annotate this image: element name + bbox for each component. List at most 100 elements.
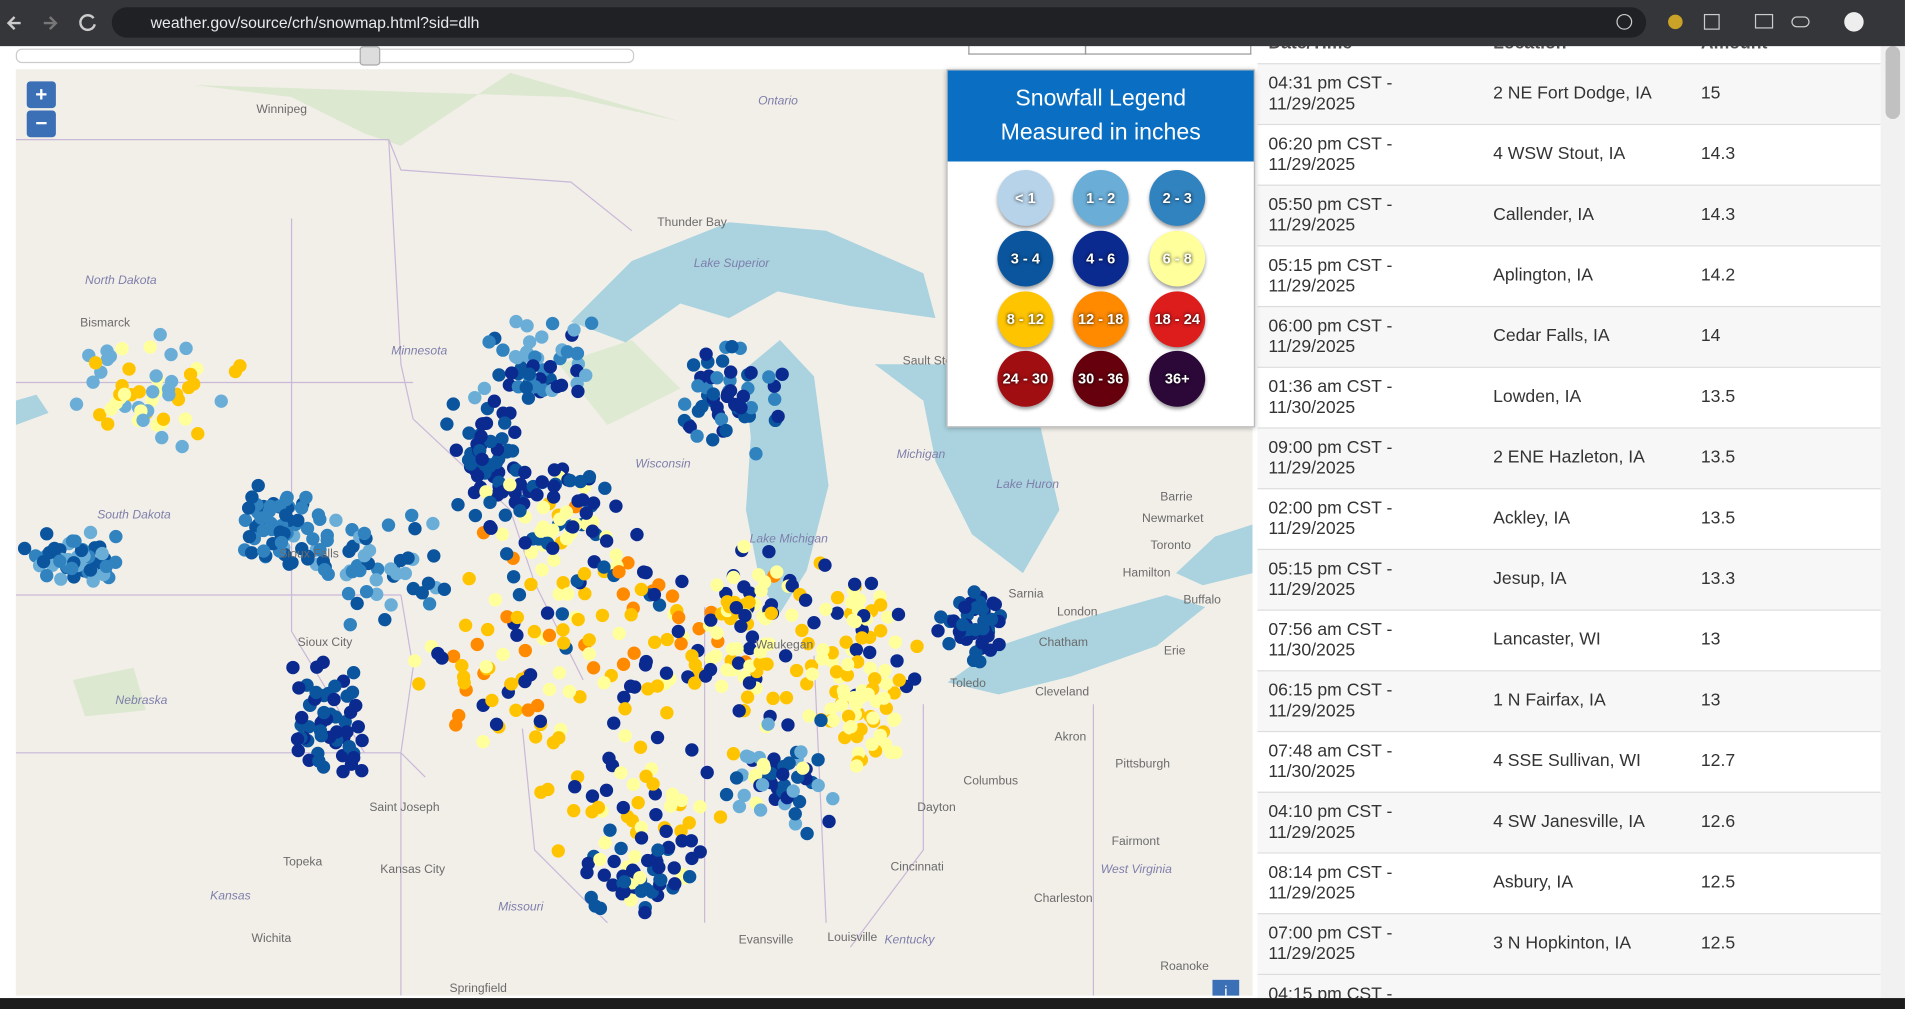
report-dot[interactable] [527, 624, 542, 639]
report-dot[interactable] [104, 402, 118, 416]
table-row[interactable]: 05:15 pm CST -11/29/2025 Jesup, IA 13.3 [1257, 548, 1881, 610]
report-dot[interactable] [863, 661, 877, 675]
button[interactable] [1084, 42, 1252, 55]
report-dot[interactable] [355, 764, 369, 778]
report-dot[interactable] [504, 677, 519, 691]
report-dot[interactable] [724, 365, 738, 379]
report-dot[interactable] [398, 566, 412, 581]
report-dot[interactable] [546, 541, 560, 555]
report-dot[interactable] [788, 807, 802, 821]
report-dot[interactable] [607, 716, 621, 730]
report-dot[interactable] [313, 542, 327, 557]
report-dot[interactable] [700, 765, 714, 780]
report-dot[interactable] [634, 884, 648, 898]
report-dot[interactable] [573, 474, 588, 489]
report-dot[interactable] [562, 684, 577, 699]
report-dot[interactable] [800, 826, 814, 841]
report-dot[interactable] [634, 820, 648, 835]
report-dot[interactable] [675, 574, 689, 589]
report-dot[interactable] [95, 546, 109, 561]
report-dot[interactable] [588, 899, 602, 913]
report-dot[interactable] [775, 367, 789, 381]
report-dot[interactable] [384, 598, 398, 612]
report-dot[interactable] [578, 586, 592, 601]
report-dot[interactable] [510, 351, 524, 365]
report-dot[interactable] [742, 595, 756, 609]
report-dot[interactable] [482, 335, 496, 349]
report-dot[interactable] [840, 657, 855, 672]
report-dot[interactable] [682, 870, 697, 884]
report-dot[interactable] [850, 729, 864, 744]
report-dot[interactable] [665, 589, 680, 603]
report-dot[interactable] [612, 626, 626, 641]
report-dot[interactable] [740, 690, 755, 704]
report-dot[interactable] [343, 617, 357, 632]
report-dot[interactable] [74, 543, 89, 558]
table-row[interactable]: 05:50 pm CST -11/29/2025 Callender, IA 14.… [1257, 184, 1881, 246]
report-dot[interactable] [811, 778, 825, 793]
report-dot[interactable] [976, 622, 990, 636]
report-dot[interactable] [692, 622, 706, 636]
report-dot[interactable] [346, 666, 361, 680]
report-dot[interactable] [771, 409, 785, 424]
report-dot[interactable] [743, 659, 757, 673]
report-dot[interactable] [754, 583, 768, 598]
report-dot[interactable] [710, 626, 724, 640]
report-dot[interactable] [571, 612, 585, 627]
report-dot[interactable] [359, 584, 374, 599]
report-dot[interactable] [328, 679, 342, 693]
report-dot[interactable] [542, 628, 557, 643]
report-dot[interactable] [841, 709, 856, 724]
report-dot[interactable] [796, 761, 810, 775]
report-dot[interactable] [567, 323, 581, 337]
report-dot[interactable] [317, 563, 332, 577]
report-dot[interactable] [556, 636, 571, 650]
report-dot[interactable] [136, 413, 150, 427]
report-dot[interactable] [559, 532, 574, 546]
report-dot[interactable] [671, 624, 685, 639]
report-dot[interactable] [706, 387, 720, 401]
report-dot[interactable] [660, 706, 674, 720]
table-row[interactable]: 06:00 pm CST -11/29/2025 Cedar Falls, IA 1… [1257, 305, 1881, 367]
report-dot[interactable] [878, 663, 892, 678]
report-dot[interactable] [175, 439, 189, 454]
report-dot[interactable] [672, 610, 686, 625]
report-dot[interactable] [519, 380, 533, 395]
report-dot[interactable] [956, 617, 970, 632]
report-dot[interactable] [768, 392, 782, 406]
report-dot[interactable] [634, 831, 649, 845]
report-dot[interactable] [654, 873, 668, 887]
report-dot[interactable] [242, 529, 257, 544]
report-dot[interactable] [336, 764, 350, 779]
report-dot[interactable] [706, 433, 720, 447]
report-dot[interactable] [801, 636, 815, 651]
report-dot[interactable] [244, 546, 259, 560]
table-row[interactable]: 06:20 pm CST -11/29/2025 4 WSW Stout, IA 1… [1257, 123, 1881, 185]
report-dot[interactable] [477, 381, 492, 396]
zoom-in[interactable]: + [26, 81, 56, 109]
report-dot[interactable] [579, 368, 593, 383]
report-dot[interactable] [586, 661, 601, 675]
report-dot[interactable] [597, 868, 611, 882]
table-row[interactable]: 08:14 pm CST -11/29/2025 Asbury, IA 12.5 [1257, 852, 1881, 914]
scrollbar[interactable] [1880, 46, 1905, 999]
report-dot[interactable] [848, 614, 862, 629]
report-dot[interactable] [668, 877, 682, 891]
report-dot[interactable] [616, 657, 631, 671]
report-dot[interactable] [698, 669, 713, 683]
report-dot[interactable] [401, 551, 415, 565]
report-dot[interactable] [543, 360, 558, 374]
report-dot[interactable] [753, 656, 767, 670]
report-dot[interactable] [475, 417, 489, 431]
report-dot[interactable] [646, 777, 660, 791]
report-dot[interactable] [446, 649, 461, 663]
report-dot[interactable] [357, 526, 372, 541]
table-row[interactable]: 09:00 pm CST -11/29/2025 2 ENE Hazleton, … [1257, 427, 1881, 489]
report-dot[interactable] [355, 733, 369, 748]
report-dot[interactable] [628, 849, 642, 864]
report-dot[interactable] [714, 412, 729, 427]
report-dot[interactable] [734, 401, 748, 415]
report-dot[interactable] [731, 656, 746, 670]
report-dot[interactable] [734, 619, 748, 633]
report-dot[interactable] [117, 387, 132, 402]
